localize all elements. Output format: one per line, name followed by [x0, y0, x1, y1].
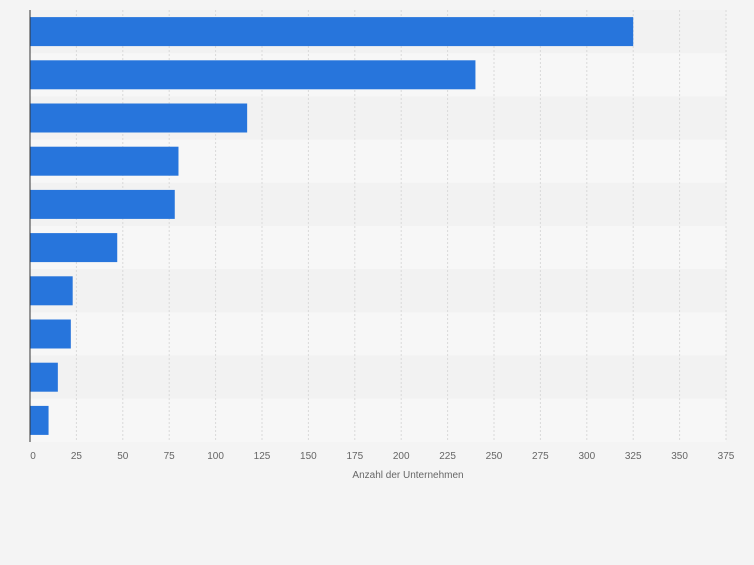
x-tick-label: 100	[207, 451, 224, 462]
x-tick-label: 150	[300, 451, 317, 462]
bar	[30, 17, 634, 47]
x-tick-label: 50	[117, 451, 129, 462]
row-band	[30, 226, 726, 270]
x-tick-label: 275	[532, 451, 549, 462]
x-tick-label: 200	[393, 451, 410, 462]
x-tick-label: 225	[439, 451, 456, 462]
row-band	[30, 312, 726, 356]
x-axis-ticks: 0 25 50 75 100 125 150 175 200 225 250 275 300 325 350…	[30, 451, 735, 462]
x-tick-label: 375	[718, 451, 735, 462]
row-band	[30, 269, 726, 313]
row-band	[30, 398, 726, 442]
bar	[30, 146, 179, 176]
x-axis-label: Anzahl der Unternehmen	[352, 470, 463, 481]
x-tick-label: 75	[164, 451, 176, 462]
x-tick-label: 25	[71, 451, 83, 462]
bar	[30, 233, 118, 263]
x-tick-label: 250	[486, 451, 503, 462]
x-tick-label: 175	[346, 451, 363, 462]
x-tick-label: 0	[30, 451, 36, 462]
x-tick-label: 300	[578, 451, 595, 462]
bar	[30, 319, 71, 349]
bar	[30, 60, 476, 90]
x-tick-label: 350	[671, 451, 688, 462]
bar	[30, 362, 58, 392]
x-tick-label: 125	[254, 451, 271, 462]
bar	[30, 405, 49, 435]
bars	[30, 17, 634, 435]
bar	[30, 276, 73, 306]
bar	[30, 189, 175, 219]
bar	[30, 103, 248, 133]
row-band	[30, 355, 726, 399]
x-tick-label: 325	[625, 451, 642, 462]
